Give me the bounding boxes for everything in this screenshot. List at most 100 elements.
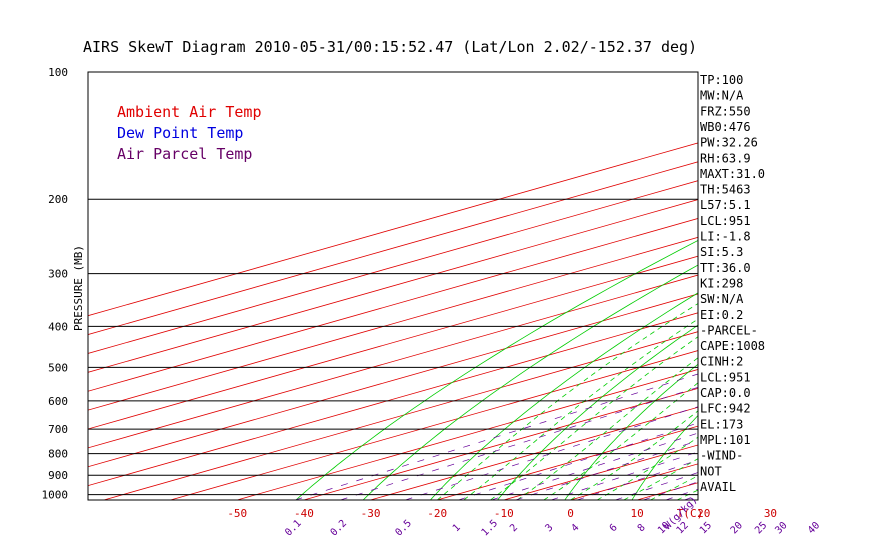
mixing-ratio-line: [763, 90, 870, 501]
moist-adiabat-line: [784, 199, 870, 500]
series-point: [758, 488, 760, 490]
pressure-tick-label: 500: [48, 361, 68, 374]
mixing-ratio-label: 3: [543, 522, 555, 534]
series-layer: [742, 71, 870, 496]
pressure-tick-label: 200: [48, 193, 68, 206]
isotherm-line: [770, 72, 870, 500]
index-label: EL:173: [700, 417, 743, 431]
isotherm-line: [437, 425, 698, 500]
index-label: RH:63.9: [700, 151, 751, 165]
moist-adiabat-line: [543, 382, 698, 500]
grid-layer: [88, 72, 870, 501]
moist-adiabat-line: [463, 318, 698, 500]
index-label: NOT: [700, 464, 722, 478]
dry-adiabat-line: [834, 72, 870, 500]
index-label: LI:-1.8: [700, 230, 751, 244]
index-label: PW:32.26: [700, 136, 758, 150]
index-label: KI:298: [700, 276, 743, 290]
index-label: -PARCEL-: [700, 323, 758, 337]
moist-adiabat-line: [436, 303, 698, 500]
mixing-ratio-line: [515, 440, 698, 500]
isotherm-line: [370, 406, 698, 500]
mixing-ratio-label: 0.2: [329, 518, 350, 539]
dry-adiabat-line: [497, 324, 698, 500]
index-label: SW:N/A: [700, 292, 744, 306]
isotherm-line: [170, 350, 698, 500]
index-label: CAPE:1008: [700, 339, 765, 353]
ambient-air-temp-line: [759, 72, 870, 495]
air-parcel-temp-line: [756, 72, 870, 495]
mixing-ratio-line: [816, 90, 870, 501]
series-point: [755, 488, 757, 490]
moist-adiabat-line: [757, 199, 870, 500]
mixing-ratio-label: 20: [729, 520, 745, 536]
bottom-temp-tick-label: 30: [764, 507, 777, 520]
legend: Ambient Air Temp Dew Point Temp Air Parc…: [117, 103, 262, 163]
index-label: -WIND-: [700, 449, 743, 463]
series-point: [779, 480, 781, 482]
index-label: AVAIL: [700, 480, 736, 494]
mixing-ratio-line: [739, 90, 870, 501]
isotherm-line: [303, 387, 698, 500]
index-label: TT:36.0: [700, 261, 751, 275]
index-label: LCL:951: [700, 214, 751, 228]
series-point: [750, 474, 752, 476]
mixing-ratio-label: 1: [451, 522, 463, 534]
moist-adiabat-line: [864, 199, 870, 500]
index-label: TP:100: [700, 73, 743, 87]
index-label: MPL:101: [700, 433, 751, 447]
moist-adiabat-line: [570, 410, 698, 500]
pressure-tick-label: 1000: [42, 489, 69, 502]
isotherm-line: [88, 180, 698, 354]
chart-title: AIRS SkewT Diagram 2010-05-31/00:15:52.4…: [83, 38, 697, 56]
pressure-tick-label: 700: [48, 423, 68, 436]
plot-frame: [87, 71, 699, 501]
mixing-ratio-label: 0.1: [283, 518, 304, 539]
bottom-temp-tick-label: 20: [697, 507, 710, 520]
index-label: CAP:0.0: [700, 386, 751, 400]
bottom-temp-tick-label: -20: [427, 507, 447, 520]
series-point: [854, 464, 856, 466]
bottom-temp-tick-label: -50: [227, 507, 247, 520]
index-label: LFC:942: [700, 402, 751, 416]
moist-adiabat-line: [516, 357, 698, 500]
y-axis-label: PRESSURE (MB): [72, 245, 85, 331]
mixing-ratio-label: 8: [636, 522, 648, 534]
mixing-ratio-label: 2: [508, 522, 520, 534]
legend-air-parcel-temp: Air Parcel Temp: [117, 145, 252, 163]
moist-adiabat-line: [810, 199, 870, 500]
series-point: [762, 493, 764, 495]
pressure-tick-label: 800: [48, 448, 68, 461]
pressure-tick-label: 100: [48, 66, 68, 79]
isotherm-line: [88, 142, 698, 317]
series-point: [789, 480, 791, 482]
dry-adiabat-line: [766, 72, 870, 500]
series-point: [827, 464, 829, 466]
dew-point-temp-line: [743, 72, 870, 495]
isotherm-line: [88, 161, 698, 336]
series-point: [774, 464, 776, 466]
index-label: LCL:951: [700, 370, 751, 384]
bottom-temp-tick-label: 0: [567, 507, 574, 520]
mixing-ratio-label: 40: [806, 520, 822, 536]
index-label: CINH:2: [700, 355, 743, 369]
mixing-ratio-line: [491, 432, 698, 500]
mixing-ratio-label: 0.5: [393, 518, 414, 539]
dry-adiabat-line: [295, 239, 698, 500]
isotherm-line: [88, 236, 698, 411]
mixing-ratio-line: [340, 386, 698, 500]
dry-adiabat-line: [564, 363, 698, 500]
isotherm-line: [88, 199, 698, 373]
index-label: TH:5463: [700, 183, 751, 197]
index-label: SI:5.3: [700, 245, 743, 259]
series-point: [748, 493, 750, 495]
series-point: [833, 428, 835, 430]
moist-adiabat-line: [623, 458, 698, 500]
series-point: [742, 484, 744, 486]
isotherm-line: [88, 218, 698, 392]
bottom-temp-tick-label: -30: [361, 507, 381, 520]
legend-dew-point-temp: Dew Point Temp: [117, 124, 243, 142]
mixing-ratio-label: 30: [773, 520, 789, 536]
moist-adiabat-line: [837, 199, 870, 500]
